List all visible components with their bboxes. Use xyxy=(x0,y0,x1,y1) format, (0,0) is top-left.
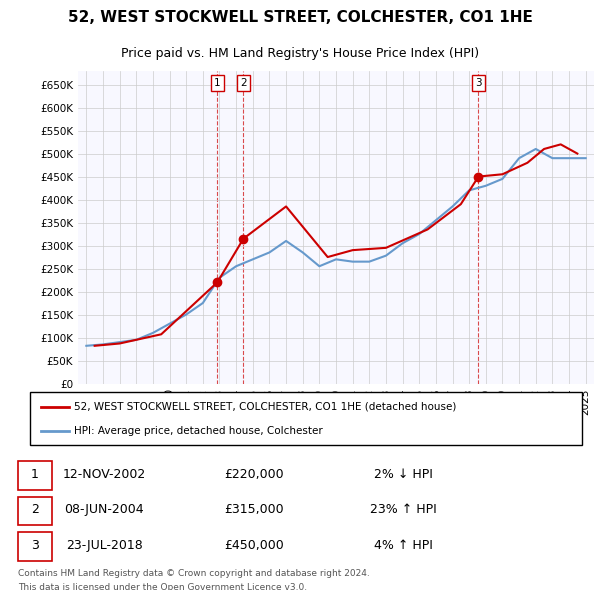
Text: 1: 1 xyxy=(214,78,221,88)
Text: 4% ↑ HPI: 4% ↑ HPI xyxy=(374,539,433,552)
FancyBboxPatch shape xyxy=(18,497,52,525)
Text: 2: 2 xyxy=(31,503,39,516)
Text: £315,000: £315,000 xyxy=(224,503,284,516)
Text: Price paid vs. HM Land Registry's House Price Index (HPI): Price paid vs. HM Land Registry's House … xyxy=(121,47,479,60)
Text: 12-NOV-2002: 12-NOV-2002 xyxy=(62,468,146,481)
Text: 52, WEST STOCKWELL STREET, COLCHESTER, CO1 1HE: 52, WEST STOCKWELL STREET, COLCHESTER, C… xyxy=(68,10,532,25)
Text: 08-JUN-2004: 08-JUN-2004 xyxy=(64,503,144,516)
Text: 23-JUL-2018: 23-JUL-2018 xyxy=(66,539,143,552)
Text: 2% ↓ HPI: 2% ↓ HPI xyxy=(374,468,433,481)
Text: 23% ↑ HPI: 23% ↑ HPI xyxy=(370,503,437,516)
Text: This data is licensed under the Open Government Licence v3.0.: This data is licensed under the Open Gov… xyxy=(18,583,307,590)
FancyBboxPatch shape xyxy=(18,532,52,560)
Text: 3: 3 xyxy=(475,78,482,88)
Text: 1: 1 xyxy=(31,468,39,481)
Text: 3: 3 xyxy=(31,539,39,552)
Text: £450,000: £450,000 xyxy=(224,539,284,552)
FancyBboxPatch shape xyxy=(18,461,52,490)
Text: £220,000: £220,000 xyxy=(224,468,284,481)
Text: Contains HM Land Registry data © Crown copyright and database right 2024.: Contains HM Land Registry data © Crown c… xyxy=(18,569,370,578)
Text: HPI: Average price, detached house, Colchester: HPI: Average price, detached house, Colc… xyxy=(74,426,323,436)
Text: 2: 2 xyxy=(240,78,247,88)
Text: 52, WEST STOCKWELL STREET, COLCHESTER, CO1 1HE (detached house): 52, WEST STOCKWELL STREET, COLCHESTER, C… xyxy=(74,402,457,412)
FancyBboxPatch shape xyxy=(30,392,582,445)
